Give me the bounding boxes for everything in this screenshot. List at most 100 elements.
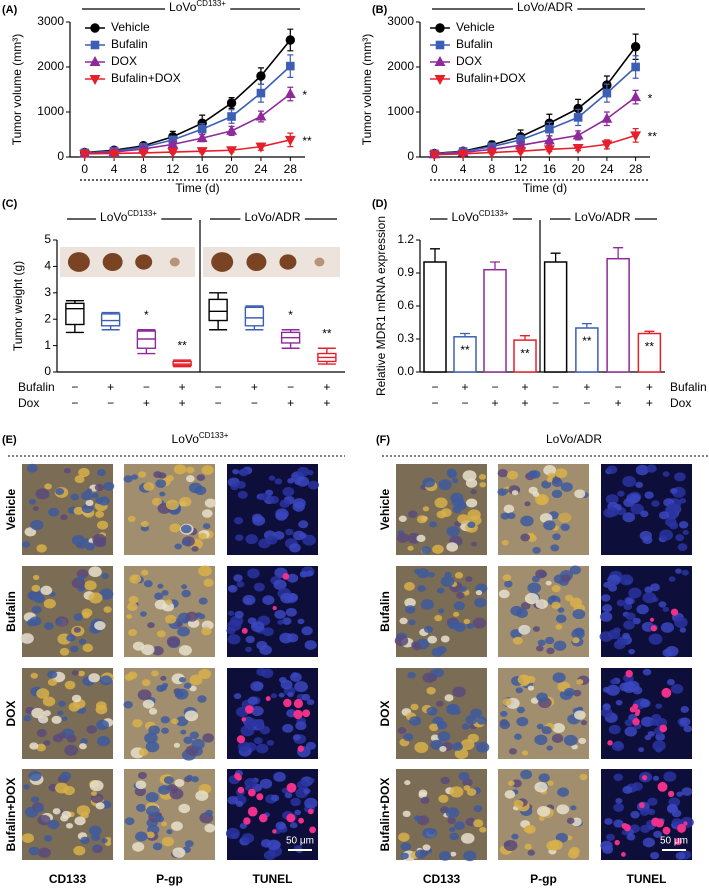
marker [545,124,554,134]
cell [560,523,570,531]
cell [454,821,465,830]
cell [535,569,547,579]
cell [278,692,285,698]
apoptotic-cell [236,735,245,744]
cell [42,696,56,707]
tumor [314,257,325,267]
marker [457,149,469,160]
cell [307,480,320,490]
column-label: TUNEL [253,872,293,886]
cell [304,797,318,809]
cell [151,670,159,677]
apoptotic-cell [272,605,277,611]
cell [450,492,464,503]
cell [402,810,411,818]
apoptotic-cell [286,813,296,823]
cell [675,852,686,860]
condition-value: − [215,380,222,394]
cell [126,614,133,619]
cell [635,464,649,476]
cell [502,574,512,582]
cell [36,728,47,738]
tumor [67,252,90,272]
cell [301,693,311,701]
cell [647,797,658,806]
cell [452,742,463,751]
marker [79,149,91,160]
cell [427,635,438,644]
cell [260,839,272,848]
condition-value: − [615,380,622,394]
cell [511,490,519,496]
cell [180,524,192,534]
y-tick-label: 1000 [387,104,414,118]
x-tick-label: 20 [571,162,585,176]
cell [31,584,41,592]
condition-value: − [461,396,468,410]
marker [197,124,207,134]
cell [452,686,466,698]
tumor [135,254,153,270]
cell [66,634,76,642]
cell [196,474,206,482]
cell [262,627,274,637]
title-superscript: CD133+ [127,209,157,218]
cell [131,474,139,480]
cell [165,614,177,624]
cell [146,805,160,817]
cell [166,636,181,647]
cell [56,619,63,625]
cell [124,817,135,826]
column-label: P-gp [156,872,183,886]
cell [80,836,90,845]
cell [463,850,477,862]
cell [552,672,566,683]
cell [31,605,42,614]
row-label: Bufalin+DOX [4,778,18,852]
cell [236,481,246,489]
panel-title: LoVoCD133+ [452,209,509,225]
cell [47,678,58,687]
cell [578,737,587,745]
cell [28,770,42,782]
row-label: Vehicle [378,489,392,531]
y-tick-label: 1000 [37,104,64,118]
cell [624,719,634,727]
marker [601,140,613,151]
cell [398,832,410,842]
row-label: Vehicle [4,489,18,531]
cell [538,773,550,783]
cell [176,621,183,627]
cell [21,833,34,843]
cell [137,689,152,701]
cell [471,541,478,547]
cell [524,592,539,605]
cell [465,498,478,508]
cell [135,831,148,842]
cell [646,464,657,473]
marker [486,148,498,159]
cell [571,628,585,640]
panel-label: (B) [372,4,388,16]
cell [91,833,101,842]
cell [650,851,660,860]
y-tick-label: 0.6 [397,298,414,312]
cell [639,699,651,708]
cell [622,785,633,794]
title-text: LoVo [169,0,197,14]
cell [454,709,461,715]
cell [479,826,487,833]
apoptotic-cell [621,852,626,857]
cell [410,703,419,711]
cell [70,493,80,501]
cell [503,504,515,514]
cell [642,668,652,676]
condition-label: Bufalin [670,380,707,394]
marker [227,112,236,121]
cell [205,809,213,816]
cell [624,579,632,585]
cell [81,608,93,618]
cell [48,507,60,517]
cell [262,595,275,605]
cell [465,714,478,725]
